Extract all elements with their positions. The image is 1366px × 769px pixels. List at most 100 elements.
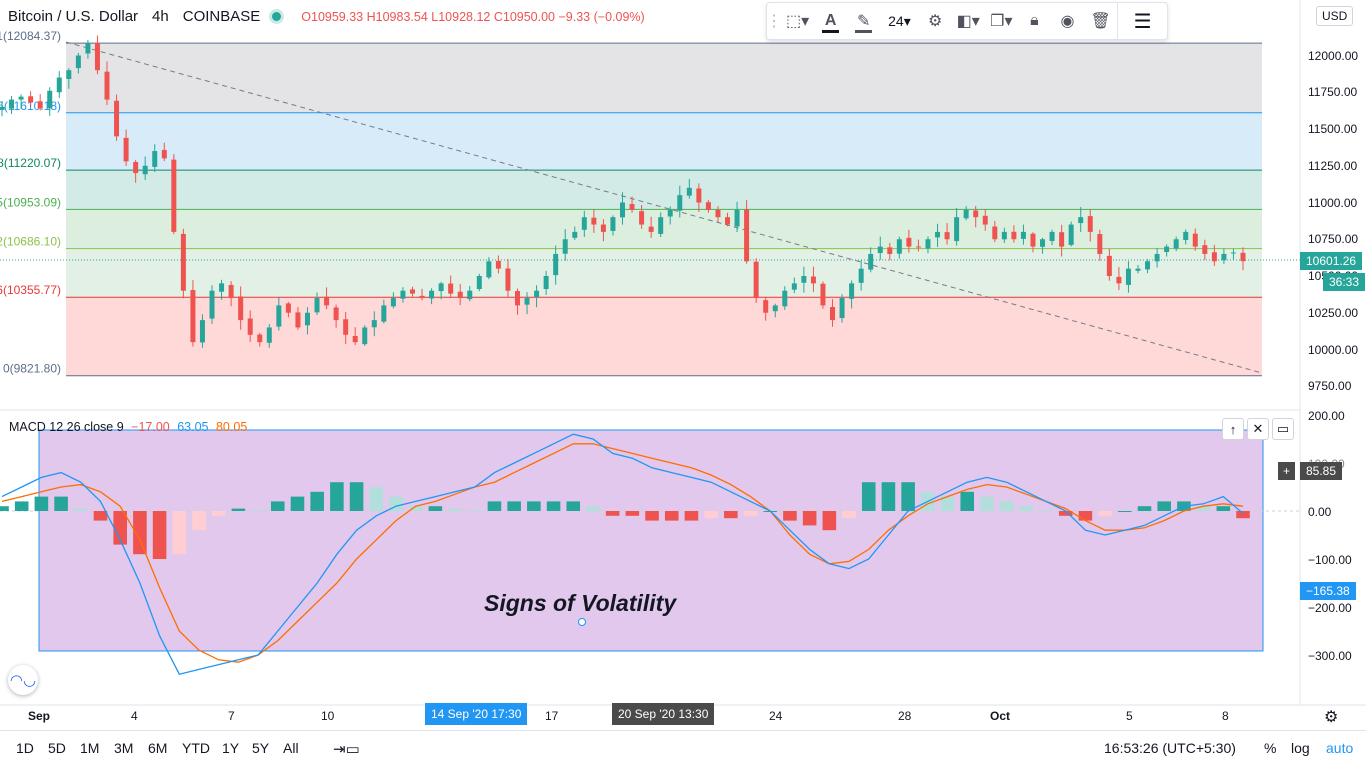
- candle-body: [763, 300, 769, 313]
- macd-value-tag: −165.38: [1300, 582, 1356, 600]
- candle-body: [1145, 261, 1151, 270]
- gear-icon[interactable]: ⚙: [927, 13, 943, 30]
- macd-histogram-bar: [74, 508, 88, 511]
- drawing-toolbar: ⋮ ⬚▾ A ✎ 24 ▾ ⚙ ◧▾ ❐▾ 🔒︎ ◉ 🗑︎ ☰: [766, 2, 1168, 40]
- candle-body: [744, 209, 750, 262]
- macd-tick: 200.00: [1308, 409, 1345, 423]
- candle-body: [639, 211, 645, 225]
- menu-icon[interactable]: ☰: [1117, 3, 1167, 39]
- trash-icon[interactable]: 🗑︎: [1090, 13, 1111, 30]
- interval[interactable]: 4h: [152, 8, 169, 25]
- time-tick: 8: [1222, 709, 1229, 723]
- candle-body: [28, 96, 34, 103]
- fib-level-label: 0.382(10686.10): [0, 235, 61, 249]
- candle-body: [1164, 246, 1170, 252]
- candle-body: [830, 307, 836, 321]
- price-tick: 9750.00: [1308, 379, 1352, 393]
- ohlc-values: O10959.33 H10983.54 L10928.12 C10950.00 …: [301, 10, 644, 24]
- drag-handle-icon[interactable]: ⋮: [766, 13, 782, 30]
- candle-body: [1240, 252, 1246, 262]
- candle-body: [839, 298, 845, 319]
- pen-icon[interactable]: ✎: [847, 3, 880, 39]
- candle-body: [362, 327, 368, 345]
- macd-histogram-bar: [0, 506, 9, 511]
- eye-icon[interactable]: ◉: [1060, 13, 1075, 30]
- range-all[interactable]: All: [283, 740, 299, 756]
- symbol-name[interactable]: Bitcoin / U.S. Dollar: [8, 8, 139, 25]
- candle-body: [161, 149, 167, 159]
- range-1m[interactable]: 1M: [80, 740, 100, 756]
- move-pane-up-icon[interactable]: ↑: [1222, 418, 1244, 440]
- select-area-icon[interactable]: ⬚▾: [785, 13, 810, 30]
- close-pane-icon[interactable]: ✕: [1247, 418, 1269, 440]
- close-value: C10950.00: [493, 9, 556, 24]
- range-1d[interactable]: 1D: [16, 740, 34, 756]
- macd-legend[interactable]: MACD 12 26 close 9 −17.00 63.05 80.05: [9, 420, 247, 434]
- text-color-icon[interactable]: A: [814, 3, 847, 39]
- macd-line: [1, 433, 1244, 675]
- range-5d[interactable]: 5D: [48, 740, 66, 756]
- font-size-select[interactable]: 24 ▾: [888, 12, 911, 30]
- macd-signal-line: [1, 443, 1244, 663]
- candle-body: [9, 99, 15, 109]
- candle-body: [992, 226, 998, 240]
- range-3m[interactable]: 3M: [114, 740, 134, 756]
- auto-toggle[interactable]: auto: [1326, 740, 1354, 756]
- range-1y[interactable]: 1Y: [222, 740, 240, 756]
- candle-body: [734, 209, 740, 227]
- percent-toggle[interactable]: %: [1264, 740, 1277, 756]
- macd-histogram-bar: [881, 482, 896, 511]
- clock-display[interactable]: 16:53:26 (UTC+5:30): [1104, 740, 1236, 756]
- fib-level-label: 0.5(10953.09): [0, 195, 61, 209]
- candle-body: [409, 289, 415, 294]
- macd-histogram-bar: [861, 482, 876, 511]
- copy-icon[interactable]: ❐▾: [990, 13, 1013, 30]
- candle-body: [963, 209, 969, 219]
- candle-body: [725, 217, 731, 225]
- candle-body: [47, 90, 53, 109]
- macd-histogram-bar: [152, 511, 167, 559]
- macd-tick: 0.00: [1308, 505, 1332, 519]
- candle-body: [381, 305, 387, 322]
- macd-histogram-bar: [1098, 511, 1112, 516]
- candle-body: [343, 319, 349, 335]
- candle-body: [801, 276, 807, 283]
- candle-body: [1125, 268, 1131, 285]
- log-toggle[interactable]: log: [1291, 740, 1310, 756]
- fib-zone: [66, 297, 1262, 376]
- candle-body: [600, 224, 606, 232]
- candle-body: [1001, 231, 1007, 240]
- candles: [0, 35, 1246, 348]
- last-price-tag: 10601.26: [1300, 252, 1363, 270]
- lock-icon[interactable]: 🔒︎: [1030, 12, 1039, 29]
- candle-body: [935, 231, 941, 238]
- candle-body: [467, 290, 473, 300]
- currency-button[interactable]: USD: [1316, 6, 1354, 26]
- go-to-date-icon[interactable]: ⇥▭: [333, 741, 360, 758]
- macd-histogram-bar: [684, 511, 699, 521]
- macd-histogram-bar: [93, 511, 108, 521]
- fill-icon[interactable]: ◧▾: [956, 13, 980, 30]
- range-5y[interactable]: 5Y: [252, 740, 270, 756]
- candle-body: [562, 239, 568, 254]
- range-ytd[interactable]: YTD: [182, 740, 210, 756]
- candle-body: [906, 237, 912, 247]
- candle-body: [944, 232, 950, 240]
- macd-histogram-bar: [172, 511, 187, 555]
- price-tick: 11500.00: [1308, 122, 1358, 136]
- candle-body: [419, 295, 425, 299]
- candle-body: [209, 290, 215, 319]
- annotation-text[interactable]: Signs of Volatility: [484, 590, 677, 616]
- maximize-pane-icon[interactable]: ▭: [1272, 418, 1294, 440]
- candle-body: [247, 318, 253, 335]
- settings-gear-icon[interactable]: ⚙: [1324, 709, 1339, 726]
- time-tick: Oct: [990, 709, 1011, 723]
- tradingview-logo-icon[interactable]: ◠◡: [8, 665, 38, 695]
- crosshair-add-icon[interactable]: +: [1278, 462, 1296, 480]
- range-6m[interactable]: 6M: [148, 740, 168, 756]
- macd-histogram-bar: [231, 508, 246, 511]
- candle-body: [333, 307, 339, 321]
- candle-body: [782, 290, 788, 307]
- time-tick: 28: [898, 709, 912, 723]
